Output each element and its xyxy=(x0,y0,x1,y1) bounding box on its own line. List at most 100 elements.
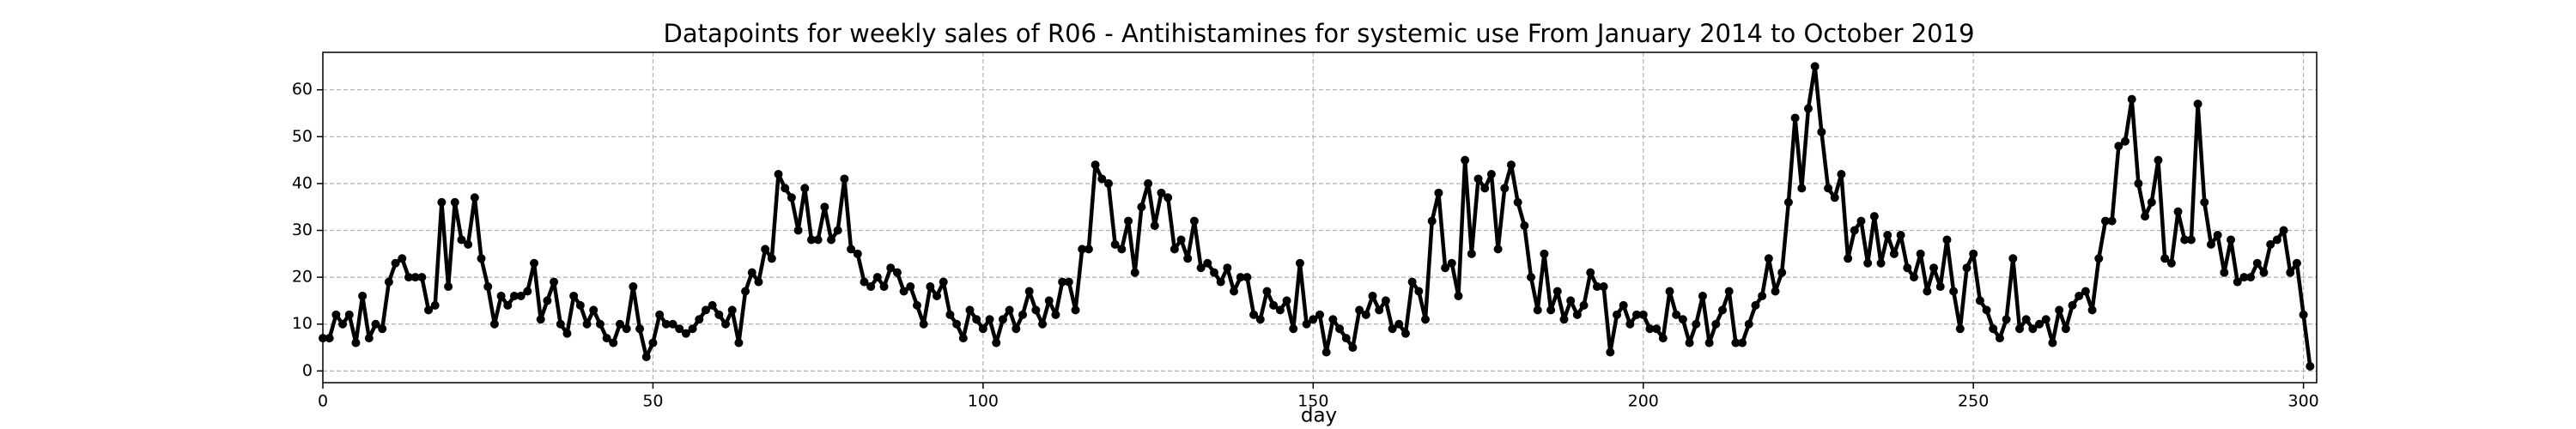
x-tick-label: 150 xyxy=(1297,392,1328,411)
data-point xyxy=(661,319,671,329)
data-point xyxy=(992,338,1001,347)
data-point xyxy=(2114,142,2123,151)
data-point xyxy=(1566,296,1576,305)
data-point xyxy=(378,324,387,334)
data-point xyxy=(2160,254,2170,263)
data-point xyxy=(1824,184,1833,193)
data-point xyxy=(1724,287,1734,296)
data-point xyxy=(1533,305,1542,315)
x-tick-label: 50 xyxy=(642,392,663,411)
data-point xyxy=(2154,155,2163,165)
data-point xyxy=(2048,338,2057,347)
data-point xyxy=(1051,310,1060,319)
data-point xyxy=(1473,174,1483,184)
data-point xyxy=(1005,305,1014,315)
data-point xyxy=(681,329,690,338)
data-point xyxy=(1738,338,1747,347)
data-point xyxy=(1592,282,1601,292)
data-point xyxy=(1355,305,1364,315)
data-point xyxy=(1830,193,1839,202)
data-point xyxy=(1242,273,1252,282)
data-point xyxy=(1916,249,1925,258)
data-point xyxy=(595,319,605,329)
data-point xyxy=(1665,287,1674,296)
data-point xyxy=(1896,230,1905,239)
data-point xyxy=(978,324,987,334)
data-point xyxy=(338,319,348,329)
data-point xyxy=(774,169,783,178)
data-point xyxy=(635,324,645,334)
data-point xyxy=(404,273,413,282)
data-point xyxy=(1711,319,1721,329)
data-point xyxy=(331,310,341,319)
data-point xyxy=(2206,239,2215,249)
data-point xyxy=(813,235,823,245)
data-point xyxy=(2166,258,2176,268)
data-point xyxy=(2147,197,2156,207)
data-point xyxy=(879,282,889,292)
x-tick-label: 250 xyxy=(1958,392,1989,411)
data-point xyxy=(1731,338,1741,347)
data-point xyxy=(450,197,459,207)
data-point xyxy=(708,300,717,310)
data-point xyxy=(793,226,803,235)
data-point xyxy=(2121,136,2130,146)
data-point xyxy=(1652,324,1662,334)
x-tick-label: 100 xyxy=(968,392,999,411)
data-point xyxy=(2041,315,2050,324)
data-point xyxy=(1302,319,1311,329)
data-point xyxy=(609,338,618,347)
data-point xyxy=(781,184,790,193)
data-point xyxy=(2081,287,2090,296)
data-point xyxy=(866,282,876,292)
data-point xyxy=(2015,324,2025,334)
data-point xyxy=(1678,315,1687,324)
data-point xyxy=(1144,178,1153,188)
data-point xyxy=(1091,160,1100,170)
data-point xyxy=(754,277,763,287)
data-point xyxy=(2087,305,2097,315)
data-point xyxy=(1903,263,1912,273)
data-point xyxy=(727,305,737,315)
data-point xyxy=(1137,202,1146,212)
data-point xyxy=(701,305,710,315)
data-point xyxy=(972,315,981,324)
data-point xyxy=(2002,315,2011,324)
data-point xyxy=(714,310,724,319)
data-point xyxy=(1189,216,1199,226)
data-point xyxy=(933,291,942,300)
data-point xyxy=(1803,104,1813,113)
data-point xyxy=(1223,263,1232,273)
data-point xyxy=(1209,268,1218,277)
data-point xyxy=(1540,249,1549,258)
data-point xyxy=(1704,338,1714,347)
data-point xyxy=(2008,254,2018,263)
data-point xyxy=(1975,296,1984,305)
data-point xyxy=(1480,184,1490,193)
data-point xyxy=(1097,174,1107,184)
data-point xyxy=(1863,258,1873,268)
data-point xyxy=(1275,305,1285,315)
data-point xyxy=(1923,287,1932,296)
data-point xyxy=(424,305,434,315)
data-point xyxy=(1315,310,1324,319)
data-point xyxy=(1150,221,1159,231)
data-point xyxy=(767,254,776,263)
data-point xyxy=(1527,273,1536,282)
data-point xyxy=(364,334,374,343)
data-point xyxy=(1500,184,1510,193)
data-point xyxy=(1771,287,1780,296)
data-point xyxy=(1434,188,1443,197)
data-point xyxy=(1176,235,1186,245)
data-point xyxy=(2239,273,2249,282)
data-point xyxy=(489,319,499,329)
data-point xyxy=(371,319,380,329)
data-point xyxy=(2299,310,2308,319)
data-point xyxy=(2200,197,2209,207)
data-point xyxy=(2134,178,2143,188)
data-point xyxy=(2233,277,2242,287)
data-point xyxy=(1935,282,1945,292)
data-point xyxy=(1685,338,1694,347)
data-point xyxy=(1625,319,1635,329)
data-point xyxy=(398,254,407,263)
